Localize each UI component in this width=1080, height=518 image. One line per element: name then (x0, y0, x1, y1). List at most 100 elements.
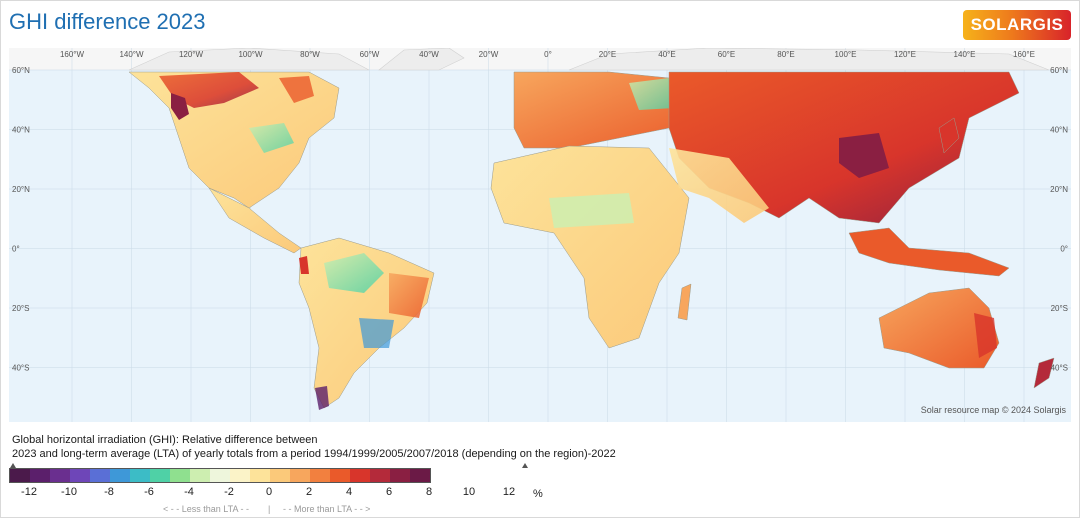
australia-east-red (974, 313, 997, 358)
legend-swatch (210, 469, 230, 482)
legend-color-bar (9, 468, 431, 483)
legend-tick-label: -4 (184, 486, 194, 498)
peru-red-coast (299, 256, 309, 274)
madagascar-land (677, 283, 692, 321)
longitude-label: 100°W (238, 50, 263, 59)
longitude-label: 140°E (954, 50, 976, 59)
longitude-label: 140°W (119, 50, 144, 59)
legend-tick-label: -8 (104, 486, 114, 498)
latitude-label-right: 40°S (1051, 364, 1068, 373)
less-than-lta-label: < - - Less than LTA - - (163, 504, 249, 514)
legend-swatch (30, 469, 50, 482)
legend-min-arrow (10, 463, 16, 468)
legend-swatch (190, 469, 210, 482)
latitude-label-left: 20°S (12, 304, 29, 313)
legend-swatch (410, 469, 430, 482)
legend-max-arrow (522, 463, 528, 468)
latitude-label-left: 0° (12, 245, 20, 254)
legend-swatch (90, 469, 110, 482)
latitude-label-left: 40°S (12, 364, 29, 373)
legend-tick-label: -10 (61, 486, 77, 498)
legend-tick-label: 2 (305, 486, 313, 498)
longitude-label: 80°W (300, 50, 320, 59)
south-brazil-blue (359, 318, 394, 348)
legend-swatch (310, 469, 330, 482)
longitude-label: 100°E (835, 50, 857, 59)
longitude-label: 40°E (658, 50, 675, 59)
more-than-lta-label: - - More than LTA - - > (283, 504, 371, 514)
latitude-label-right: 20°N (1050, 185, 1068, 194)
australia-land (878, 287, 1000, 369)
lta-separator: | (268, 504, 271, 514)
legend-tick-label: 6 (385, 486, 393, 498)
central-america-land (208, 187, 302, 254)
sahel-green-band (549, 193, 634, 228)
legend-unit: % (533, 488, 543, 500)
legend-swatch (250, 469, 270, 482)
latitude-label-right: 40°N (1050, 126, 1068, 135)
color-legend: -12 -10 -8 -6 -4 -2 0 2 4 6 8 10 12 (9, 463, 528, 498)
legend-swatch (370, 469, 390, 482)
legend-swatch (350, 469, 370, 482)
longitude-label: 60°E (718, 50, 735, 59)
canada-east-hotspot (279, 76, 314, 103)
canada-arctic-land (128, 48, 370, 71)
northwest-dark-spot (171, 93, 189, 120)
greenland-land (378, 48, 465, 71)
great-lakes-green (249, 123, 294, 153)
longitude-label: 20°W (479, 50, 499, 59)
latitude-label-left: 60°N (12, 66, 30, 75)
legend-swatch (150, 469, 170, 482)
legend-tick-label: 10 (462, 486, 476, 498)
map-canvas: 160°W 140°W 120°W 100°W 80°W 60°W 40°W 20°W 0° 20… (9, 48, 1071, 422)
amazon-green-area (324, 253, 384, 293)
longitude-label: 20°E (599, 50, 616, 59)
legend-swatch (110, 469, 130, 482)
longitude-label: 0° (544, 50, 552, 59)
legend-tick-label: 12 (502, 486, 516, 498)
legend-swatch (50, 469, 70, 482)
china-dark-spot (839, 133, 889, 178)
legend-tick-label: -2 (224, 486, 234, 498)
japan-land (938, 117, 960, 154)
page-title: GHI difference 2023 (9, 9, 206, 34)
latitude-label-right: 0° (1060, 245, 1068, 254)
map-copyright: Solar resource map © 2024 Solargis (920, 405, 1066, 415)
legend-swatch (330, 469, 350, 482)
legend-ticks: -12 -10 -8 -6 -4 -2 0 2 4 6 8 10 12 (9, 486, 529, 500)
legend-swatch (290, 469, 310, 482)
latitude-labels-right: 60°N 40°N 20°N 0° 20°S 40°S (1050, 66, 1068, 373)
legend-tick-label: -12 (21, 486, 37, 498)
solargis-logo: SOLARGIS (963, 10, 1071, 40)
legend-swatch (270, 469, 290, 482)
legend-swatch (390, 469, 410, 482)
longitude-label: 160°E (1013, 50, 1035, 59)
latitude-label-left: 40°N (12, 126, 30, 135)
legend-tick-label: -6 (144, 486, 154, 498)
southeast-asia-islands (848, 227, 1010, 277)
longitude-label: 40°W (419, 50, 439, 59)
legend-tick-label: 4 (345, 486, 353, 498)
latitude-label-left: 20°N (12, 185, 30, 194)
africa-land (490, 145, 690, 349)
legend-swatch (10, 469, 30, 482)
new-zealand-land (1033, 357, 1055, 389)
latitude-labels-left: 60°N 40°N 20°N 0° 20°S 40°S (12, 66, 30, 373)
longitude-label: 160°W (60, 50, 85, 59)
latitude-label-right: 60°N (1050, 66, 1068, 75)
ghi-difference-map: 160°W 140°W 120°W 100°W 80°W 60°W 40°W 20°W 0° 20… (9, 48, 1071, 422)
legend-tick-label: 8 (425, 486, 433, 498)
caption-line-1: Global horizontal irradiation (GHI): Rel… (12, 434, 318, 446)
legend-swatch (230, 469, 250, 482)
longitude-label: 80°E (777, 50, 794, 59)
siberia-arctic-land (568, 48, 1050, 71)
longitude-label: 120°E (894, 50, 916, 59)
legend-caption: Global horizontal irradiation (GHI): Rel… (12, 433, 616, 461)
arabia-india-pale (669, 148, 769, 223)
legend-swatch (130, 469, 150, 482)
legend-swatch (70, 469, 90, 482)
caption-line-2: 2023 and long-term average (LTA) of year… (12, 448, 616, 460)
brazil-hotspot (389, 273, 429, 318)
longitude-labels: 160°W 140°W 120°W 100°W 80°W 60°W 40°W 20°W 0° 20… (60, 50, 1035, 59)
longitude-label: 120°W (179, 50, 204, 59)
